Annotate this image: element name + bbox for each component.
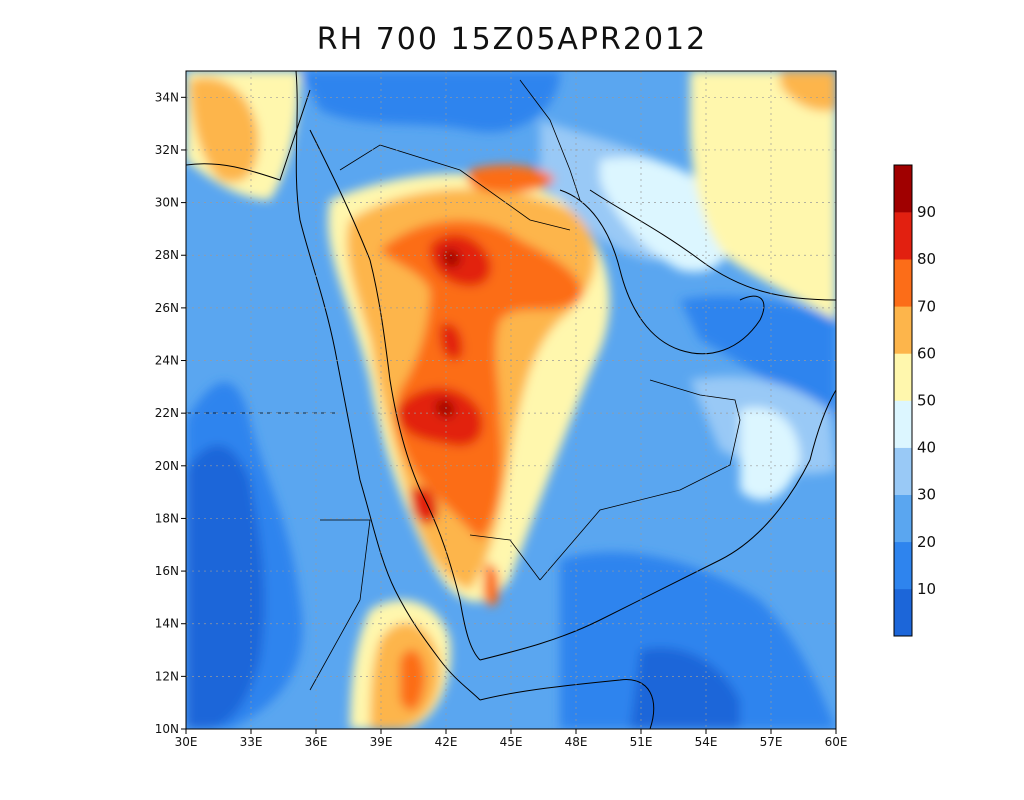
- colorbar-swatch: [894, 541, 912, 590]
- colorbar-level-label: 90: [917, 203, 936, 221]
- lon-tick-label: 39E: [370, 735, 393, 749]
- coastlines: [186, 71, 836, 729]
- horn-of-africa-coast: [479, 679, 655, 729]
- contour-region-80-90-mid: [440, 323, 463, 360]
- border-africa-south: [309, 519, 371, 691]
- contour-region-60-70-northeast-corner: [780, 71, 836, 111]
- contour-region-40-50-southeast: [740, 407, 800, 500]
- lat-tick-label: 12N: [155, 669, 179, 683]
- lon-tick-label: 60E: [825, 735, 848, 749]
- rh-contour-field: [186, 71, 836, 729]
- mediterranean-coast: [186, 89, 311, 181]
- lat-tick-label: 22N: [155, 406, 179, 420]
- lat-tick-label: 24N: [155, 354, 179, 368]
- gridlines: [186, 71, 836, 729]
- contour-region-80-90-central: [395, 387, 483, 447]
- longitude-axis: 30E 33E 36E 39E 42E 45E 48E 51E 54E 57E 60E: [175, 729, 848, 749]
- contour-region-0-10-west: [186, 445, 265, 729]
- persian-gulf-coast: [559, 189, 765, 355]
- lat-tick-label: 16N: [155, 564, 179, 578]
- lon-tick-label: 45E: [500, 735, 523, 749]
- colorbar-level-label: 60: [917, 344, 936, 362]
- contour-region-90-plus-a: [443, 249, 461, 268]
- lat-tick-label: 26N: [155, 301, 179, 315]
- colorbar: 10 20 30 40 50 60 70 80 90: [893, 164, 936, 637]
- latitude-axis: 10N 12N 14N 16N 18N 20N 22N 24N 26N 28N 30N 32N 34N: [155, 90, 186, 736]
- lon-tick-label: 33E: [240, 735, 263, 749]
- colorbar-swatch: [894, 306, 912, 354]
- colorbar-level-label: 80: [917, 250, 936, 268]
- lat-tick-label: 30N: [155, 196, 179, 210]
- colorbar-swatch: [894, 447, 912, 495]
- lat-tick-label: 34N: [155, 90, 179, 104]
- border-iraq-iran: [519, 79, 581, 201]
- contour-region-70-80-north: [466, 164, 555, 193]
- colorbar-swatch: [894, 400, 912, 448]
- lon-tick-label: 48E: [565, 735, 588, 749]
- country-borders: [186, 79, 741, 691]
- colorbar-frame: [893, 164, 913, 637]
- colorbar-level-label: 70: [917, 297, 936, 315]
- lat-tick-label: 18N: [155, 511, 179, 525]
- contour-region-70-80-south: [400, 649, 425, 711]
- border-saudi-north: [339, 144, 571, 231]
- map-title: RH 700 15Z05APR2012: [316, 22, 708, 57]
- lon-tick-label: 57E: [760, 735, 783, 749]
- lon-tick-label: 36E: [305, 735, 328, 749]
- lon-tick-label: 42E: [435, 735, 458, 749]
- contour-region-50-60-northeast: [690, 71, 836, 320]
- red-sea-east-coast: [309, 129, 481, 661]
- colorbar-level-label: 50: [917, 392, 936, 410]
- colorbar-level-label: 20: [917, 533, 936, 551]
- contour-region-10-20-southeast: [560, 552, 836, 729]
- contour-region-70-80-yemen: [483, 564, 500, 607]
- arabian-south-coast: [479, 389, 836, 661]
- lat-tick-label: 14N: [155, 617, 179, 631]
- colorbar-swatch: [894, 494, 912, 543]
- contour-region-80-90-south: [410, 486, 439, 525]
- contour-region-10-20-north: [300, 71, 560, 132]
- contour-region-90-plus-b: [436, 399, 455, 418]
- colorbar-swatch: [894, 353, 912, 401]
- lat-tick-label: 10N: [155, 722, 179, 736]
- lon-tick-label: 54E: [695, 735, 718, 749]
- contour-region-10-20-east: [680, 296, 836, 420]
- colorbar-level-label: 40: [917, 439, 936, 457]
- colorbar-level-label: 30: [917, 486, 936, 504]
- lat-tick-label: 20N: [155, 459, 179, 473]
- border-yemen: [469, 534, 541, 581]
- red-sea-west-coast: [295, 71, 481, 701]
- contour-region-60-70-northwest: [190, 77, 259, 183]
- iran-coast: [589, 189, 836, 301]
- contour-region-80-90-north: [429, 234, 491, 287]
- colorbar-swatch: [894, 588, 912, 637]
- colorbar-swatch: [894, 259, 912, 307]
- colorbar-level-label: 10: [917, 580, 936, 598]
- colorbar-swatch: [894, 212, 912, 260]
- lat-tick-label: 28N: [155, 248, 179, 262]
- colorbar-swatch: [894, 165, 912, 213]
- contour-region-70-80-central: [380, 220, 582, 540]
- lon-tick-label: 51E: [630, 735, 653, 749]
- contour-region-0-10-southeast: [630, 647, 740, 729]
- lat-tick-label: 32N: [155, 143, 179, 157]
- lon-tick-label: 30E: [175, 735, 198, 749]
